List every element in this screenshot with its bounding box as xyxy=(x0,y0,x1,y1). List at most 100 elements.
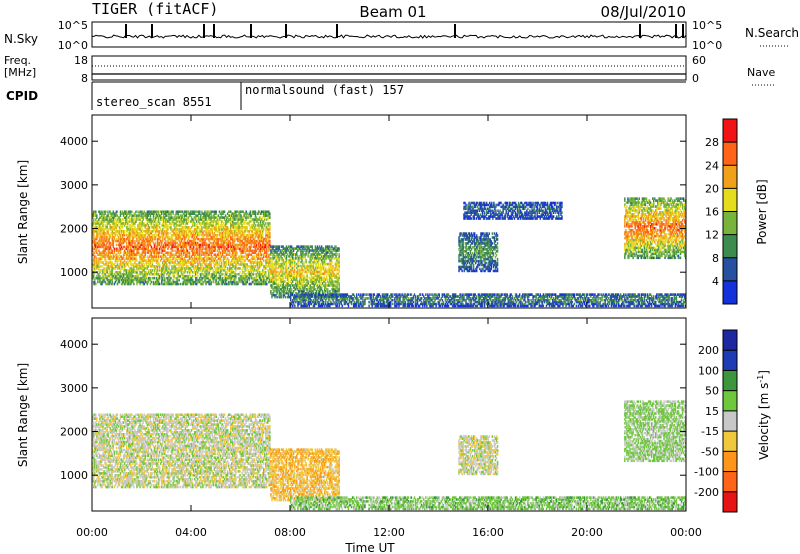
date-label: 08/Jul/2010 xyxy=(601,3,686,21)
freq-strip xyxy=(92,56,686,80)
echo-cell xyxy=(189,251,190,254)
echo-cell xyxy=(298,265,299,268)
echo-cell xyxy=(104,210,105,213)
echo-cell xyxy=(210,281,211,284)
echo-cell xyxy=(263,259,264,262)
echo-cell xyxy=(93,218,94,221)
echo-cell xyxy=(224,210,225,213)
beam-label: Beam 01 xyxy=(359,3,426,21)
echo-cell xyxy=(269,222,270,225)
echo-cell xyxy=(278,245,279,248)
echo-cell xyxy=(164,277,165,280)
echo-cell xyxy=(131,210,132,213)
cpid-segment-2: normalsound (fast) 157 xyxy=(245,83,404,97)
echo-cell xyxy=(305,259,306,262)
echo-cell xyxy=(165,240,166,243)
echo-cell xyxy=(247,226,248,229)
power-echo-map xyxy=(92,197,686,307)
echo-cell xyxy=(137,273,138,276)
echo-cell xyxy=(201,226,202,229)
echo-cell xyxy=(239,271,240,274)
echo-cell xyxy=(172,250,173,253)
echo-cell xyxy=(250,210,251,213)
echo-cell xyxy=(116,244,117,247)
echo-cell xyxy=(266,283,267,286)
echo-cell xyxy=(96,257,97,260)
echo-cell xyxy=(95,210,96,213)
nsky-line xyxy=(92,35,686,40)
nave-tick-top: 60 xyxy=(692,54,706,67)
echo-cell xyxy=(235,273,236,276)
nsearch-tick-bottom: 10^0 xyxy=(692,39,722,52)
echo-cell xyxy=(149,226,150,229)
echo-cell xyxy=(261,253,262,256)
echo-cell xyxy=(243,255,244,258)
cpid-segment-1: stereo_scan 8551 xyxy=(96,95,212,109)
echo-cell xyxy=(159,283,160,286)
echo-cell xyxy=(152,269,153,272)
echo-cell xyxy=(285,296,286,299)
echo-cell xyxy=(269,240,270,243)
radar-title: TIGER (fitACF) xyxy=(92,0,218,18)
echo-cell xyxy=(294,269,295,272)
echo-cell xyxy=(169,232,170,235)
echo-cell xyxy=(167,232,168,235)
echo-cell xyxy=(277,282,278,285)
echo-cell xyxy=(307,280,308,283)
echo-cell xyxy=(219,283,220,286)
echo-cell xyxy=(217,234,218,237)
echo-cell xyxy=(199,210,200,213)
nsky-label: N.Sky xyxy=(4,32,38,46)
echo-cell xyxy=(136,259,137,262)
echo-cell xyxy=(265,222,266,225)
echo-cell xyxy=(114,248,115,251)
echo-cell xyxy=(203,230,204,233)
echo-cell xyxy=(269,212,270,215)
nave-label: Nave xyxy=(747,66,775,79)
echo-cell xyxy=(105,251,106,254)
echo-cell xyxy=(172,210,173,213)
nsky-strip xyxy=(92,22,686,47)
echo-cell xyxy=(95,283,96,286)
echo-cell xyxy=(265,271,266,274)
echo-cell xyxy=(276,296,277,299)
echo-cell xyxy=(151,281,152,284)
echo-cell xyxy=(144,263,145,266)
echo-cell xyxy=(216,210,217,213)
echo-cell xyxy=(112,250,113,253)
echo-cell xyxy=(255,224,256,227)
echo-cell xyxy=(155,242,156,245)
echo-cell xyxy=(302,269,303,272)
echo-cell xyxy=(192,275,193,278)
echo-cell xyxy=(159,263,160,266)
echo-cell xyxy=(166,263,167,266)
echo-cell xyxy=(239,267,240,270)
echo-cell xyxy=(150,277,151,280)
nsky-trace xyxy=(92,24,686,40)
nsky-tick-top: 10^5 xyxy=(58,19,88,32)
nsearch-tick-top: 10^5 xyxy=(692,19,722,32)
nsearch-label: N.Search xyxy=(745,26,799,40)
nsky-tick-bottom: 10^0 xyxy=(58,39,88,52)
echo-cell xyxy=(117,210,118,213)
echo-cell xyxy=(291,288,292,291)
echo-cell xyxy=(269,232,270,235)
echo-cell xyxy=(228,259,229,262)
echo-cell xyxy=(148,269,149,272)
echo-cell xyxy=(220,251,221,254)
cpid-label: CPID xyxy=(6,89,38,103)
echo-cell xyxy=(154,277,155,280)
echo-cell xyxy=(180,283,181,286)
echo-cell xyxy=(303,274,304,277)
echo-cell xyxy=(197,275,198,278)
echo-cell xyxy=(270,290,271,293)
echo-cell xyxy=(158,210,159,213)
echo-cell xyxy=(312,245,313,248)
echo-cell xyxy=(107,228,108,231)
echo-cell xyxy=(134,240,135,243)
echo-cell xyxy=(135,210,136,213)
echo-cell xyxy=(254,255,255,258)
freq-tick-bottom: 8 xyxy=(81,72,88,85)
freq-tick-top: 18 xyxy=(74,54,88,67)
